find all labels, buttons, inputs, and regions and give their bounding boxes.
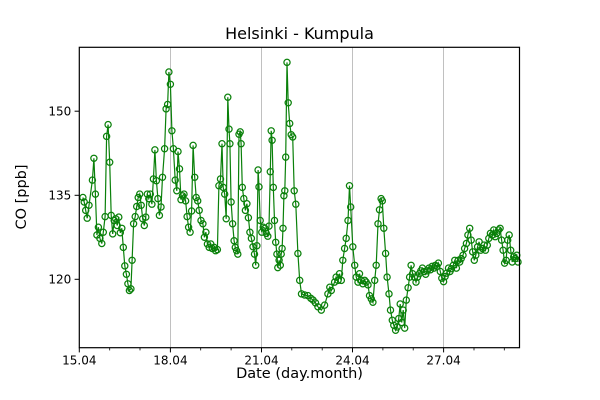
plot-border [78, 46, 521, 349]
x-axis-ticks: 15.04 18.04 21.04 24.04 27.04 [62, 347, 505, 368]
svg-text:18.04: 18.04 [153, 354, 187, 368]
svg-text:120: 120 [48, 273, 71, 287]
co-series [79, 58, 522, 335]
svg-text:27.04: 27.04 [426, 354, 460, 368]
chart-title: Helsinki - Kumpula [225, 24, 374, 43]
svg-text:24.04: 24.04 [335, 354, 369, 368]
svg-text:15.04: 15.04 [62, 354, 96, 368]
x-axis-label: Date (day.month) [236, 366, 363, 382]
svg-text:135: 135 [48, 189, 71, 203]
y-axis-ticks: 120 135 150 [48, 104, 80, 287]
co-series-markers [79, 58, 522, 335]
svg-text:150: 150 [48, 104, 71, 118]
svg-text:21.04: 21.04 [244, 354, 278, 368]
